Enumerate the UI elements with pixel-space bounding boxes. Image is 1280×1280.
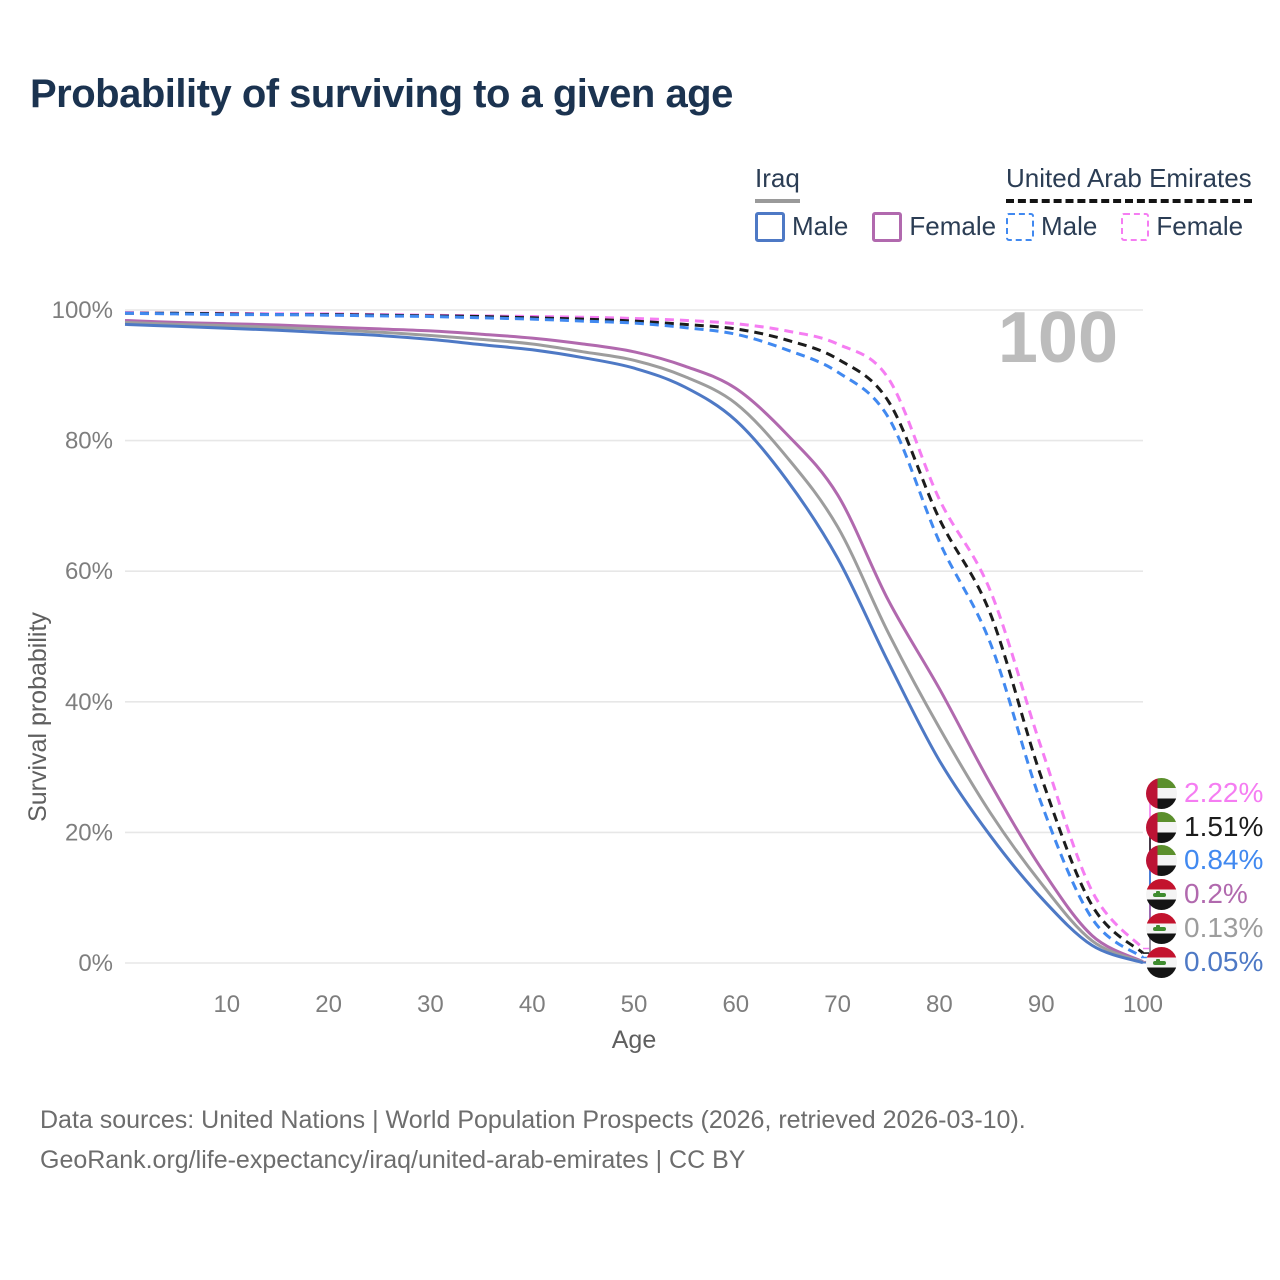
iraq-flag-icon xyxy=(1146,946,1177,978)
y-tick-label: 20% xyxy=(65,819,113,846)
legend-group-uae: United Arab Emirates Male Female xyxy=(1006,163,1252,242)
y-axis-title: Survival probability xyxy=(24,612,52,822)
curve-united-arab-emirates-female[interactable] xyxy=(124,311,1145,950)
legend-country-iraq[interactable]: Iraq xyxy=(755,163,800,203)
x-tick-label: 100 xyxy=(1123,991,1163,1018)
end-label-uae-male: 0.84% xyxy=(1146,843,1263,877)
end-value-label: 0.05% xyxy=(1184,946,1264,977)
checkbox-uae-female[interactable] xyxy=(1121,212,1150,241)
legend-item-iraq-female[interactable]: Female xyxy=(872,211,996,242)
end-label-iraq-female: 0.2% xyxy=(1146,877,1248,911)
y-tick-label: 0% xyxy=(78,950,113,977)
footer: Data sources: United Nations | World Pop… xyxy=(40,1100,1240,1180)
age-watermark: 100 xyxy=(998,298,1118,378)
iraq-flag-icon xyxy=(1146,878,1177,910)
legend-label-iraq-male: Male xyxy=(792,211,849,241)
end-value-label: 0.13% xyxy=(1184,912,1264,943)
checkbox-iraq-male[interactable] xyxy=(755,211,785,242)
legend-label-uae-female: Female xyxy=(1156,211,1244,241)
x-tick-label: 70 xyxy=(824,991,851,1018)
footer-data-sources: Data sources: United Nations | World Pop… xyxy=(40,1106,1026,1134)
curve-united-arab-emirates[interactable] xyxy=(124,311,1145,955)
end-value-label: 1.51% xyxy=(1184,811,1264,842)
legend-item-uae-female[interactable]: Female xyxy=(1121,211,1243,242)
legend-label-iraq-female: Female xyxy=(909,211,997,241)
curve-united-arab-emirates-male[interactable] xyxy=(124,311,1144,959)
y-tick-label: 60% xyxy=(65,558,113,585)
end-value-label: 0.84% xyxy=(1184,844,1264,875)
x-tick-label: 40 xyxy=(519,991,546,1018)
uae-flag-icon xyxy=(1146,777,1177,809)
curve-iraq-male[interactable] xyxy=(124,322,1144,965)
end-label-uae-both: 1.51% xyxy=(1146,810,1263,844)
x-tick-label: 10 xyxy=(213,991,240,1018)
x-tick-label: 90 xyxy=(1028,991,1055,1018)
x-tick-label: 80 xyxy=(926,991,953,1018)
end-value-label: 2.22% xyxy=(1184,777,1264,808)
end-label-uae-female: 2.22% xyxy=(1146,776,1263,810)
uae-flag-icon xyxy=(1146,811,1177,843)
x-tick-label: 30 xyxy=(417,991,444,1018)
end-label-iraq-male: 0.05% xyxy=(1146,945,1263,979)
y-tick-label: 40% xyxy=(65,689,113,716)
x-tick-label: 20 xyxy=(315,991,342,1018)
curve-iraq-female[interactable] xyxy=(124,318,1144,964)
uae-flag-icon xyxy=(1146,844,1177,876)
checkbox-iraq-female[interactable] xyxy=(872,211,903,242)
legend: Iraq Male Female United Arab Emirates Ma… xyxy=(0,163,1280,243)
x-tick-label: 60 xyxy=(722,991,749,1018)
iraq-flag-icon xyxy=(1146,912,1177,944)
footer-attribution: GeoRank.org/life-expectancy/iraq/united-… xyxy=(40,1146,746,1174)
curve-iraq[interactable] xyxy=(124,320,1144,964)
legend-group-iraq: Iraq Male Female xyxy=(755,163,996,242)
end-label-iraq-both: 0.13% xyxy=(1146,911,1263,945)
x-axis-title: Age xyxy=(612,1026,656,1054)
x-tick-label: 50 xyxy=(621,991,648,1018)
page-title: Probability of surviving to a given age xyxy=(30,72,733,116)
legend-item-uae-male[interactable]: Male xyxy=(1006,211,1097,242)
legend-item-iraq-male[interactable]: Male xyxy=(755,211,848,242)
end-value-label: 0.2% xyxy=(1184,878,1248,909)
y-tick-label: 100% xyxy=(52,297,113,324)
legend-label-uae-male: Male xyxy=(1041,211,1098,241)
checkbox-uae-male[interactable] xyxy=(1006,212,1034,241)
y-tick-label: 80% xyxy=(65,428,113,455)
legend-country-uae[interactable]: United Arab Emirates xyxy=(1006,163,1252,203)
